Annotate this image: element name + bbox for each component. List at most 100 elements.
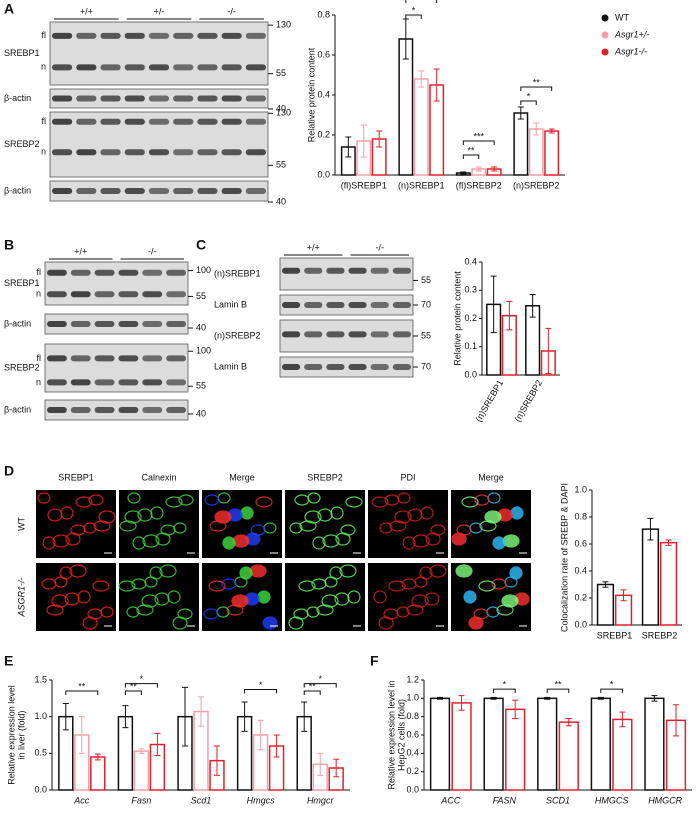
band-label: n [41,62,46,72]
cell [37,492,51,504]
significance-label: ** [554,680,562,690]
cell [127,492,141,504]
cell [64,592,80,606]
blot-band [197,32,218,39]
y-tick-label: 0.0 [574,619,587,629]
band-label: fl [42,30,47,40]
blot-row-label: SREBP2 [4,362,40,372]
blot-strip [279,319,414,353]
cell [231,594,249,608]
cell [474,494,490,506]
micrograph-title: PDI [400,472,415,482]
y-axis-label: in liver (fold) [16,710,26,759]
y-tick-label: 0.8 [574,511,587,521]
cell [322,534,340,548]
blot-strip [44,343,189,393]
mw-label: 40 [276,196,286,206]
significance-label: ** [309,681,317,691]
cell [402,536,416,550]
x-tick-label: Hmgcs [247,795,276,805]
blot-band [370,331,389,338]
y-tick-label: 0.0 [34,784,47,794]
mw-label: 40 [196,322,206,332]
bar [413,78,429,176]
blot-band [245,118,266,125]
blot-band [304,364,323,370]
blot-band [197,95,218,102]
bar [544,130,560,176]
legend-label: Asgr1-/- [614,46,647,56]
blot-band [304,267,323,274]
blot-band [221,188,242,194]
cell [429,564,447,578]
blot-band [76,149,97,156]
cell [239,566,253,580]
x-tick-label: HMGCR [648,795,682,805]
band-label: n [41,147,46,157]
cell [294,494,310,506]
cell [75,496,93,508]
blot-band [197,64,218,71]
cell [345,496,363,508]
significance-label: * [503,680,507,690]
blot-band [326,267,345,274]
y-axis-label: Relative protein content [452,271,462,366]
cell [373,590,387,604]
bar [513,112,529,176]
cell [41,578,57,590]
blot-band [118,291,139,298]
bar [590,697,611,791]
panel-letter: A [4,1,14,17]
x-tick-label: HMGCS [595,795,629,805]
blot-band [166,407,186,413]
mw-label: 70 [421,299,431,309]
blot-band [370,302,389,308]
bar [558,721,579,791]
legend-marker [601,48,609,56]
y-tick-label: 0.2 [574,592,587,602]
blot-band [76,188,97,194]
x-tick-label: Scd1 [191,795,212,805]
blot-band [94,407,115,413]
band-label: fl [37,267,42,277]
y-tick-label: 0.4 [464,256,477,266]
cell [430,524,446,536]
x-tick-label: FASN [493,795,517,805]
genotype-label: +/- [154,6,165,16]
y-tick-label: 1.0 [406,693,419,703]
micrograph-title: SREBP1 [58,472,94,482]
micrograph-row-label: ASGR1-/- [16,577,26,617]
legend-marker [601,14,609,22]
blot-row-label: (n)SREBP2 [214,330,261,340]
blot-band [94,379,115,386]
blot-band [221,32,242,39]
blot-band [70,355,91,362]
blot-band [47,291,67,298]
blot-band [245,188,266,194]
blot-band [197,149,218,156]
blot-band [142,379,163,386]
panel-letter: C [196,237,206,253]
cell [492,536,506,550]
blot-band [70,291,91,298]
cell [509,566,523,580]
cell [419,566,433,580]
panel-letter: E [4,653,13,669]
blot-row-label: β-actin [4,318,31,328]
cell [160,524,176,536]
blot-band [94,291,115,298]
y-tick-label: 1.0 [34,711,47,721]
cell [250,524,266,536]
cell [154,592,170,606]
blot-band [100,95,121,102]
y-tick-label: 0.4 [574,565,587,575]
blot-band [118,379,139,386]
cell [383,608,399,620]
blot-band [392,267,411,274]
blot-band [245,95,266,102]
genotype-label: -/- [148,246,157,256]
blot-band [70,407,91,413]
blot-band [100,149,121,156]
significance-bracket [520,100,537,105]
blot-band [370,267,389,274]
